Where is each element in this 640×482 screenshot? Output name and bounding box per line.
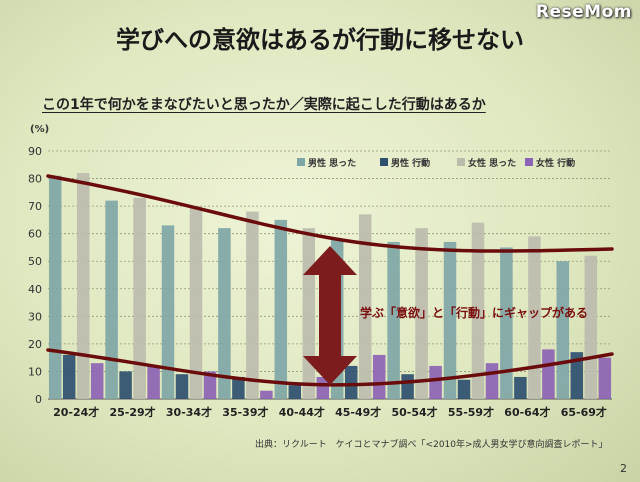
x-tick-label: 30-34才 bbox=[166, 405, 212, 419]
page-number: 2 bbox=[620, 462, 627, 475]
bar bbox=[457, 379, 471, 399]
bar bbox=[147, 365, 160, 399]
x-axis: 20-24才 25-29才 30-34才 35-39才 40-44才 45-49才 50-5… bbox=[53, 405, 607, 419]
bar bbox=[288, 385, 302, 399]
x-tick-label: 20-24才 bbox=[53, 405, 99, 419]
bar bbox=[415, 228, 428, 399]
y-tick-label: 20 bbox=[28, 338, 42, 351]
bar bbox=[500, 247, 513, 399]
legend-swatch bbox=[457, 158, 465, 166]
legend-swatch bbox=[297, 158, 305, 166]
bar bbox=[429, 365, 442, 399]
legend-label: 女性 思った bbox=[468, 157, 516, 169]
resemom-logo: ReseMom bbox=[535, 2, 632, 22]
legend-label: 男性 思った bbox=[308, 157, 356, 169]
x-tick-label: 25-29才 bbox=[110, 405, 156, 419]
y-tick-label: 80 bbox=[28, 173, 42, 186]
bar bbox=[542, 349, 555, 399]
bar bbox=[90, 363, 104, 399]
bar bbox=[471, 222, 485, 399]
bar bbox=[598, 357, 612, 399]
bar bbox=[260, 390, 273, 399]
legend-label: 女性 行動 bbox=[536, 157, 575, 169]
bar bbox=[105, 200, 118, 399]
y-tick-label: 40 bbox=[28, 283, 42, 296]
y-axis-unit: (%) bbox=[30, 124, 50, 135]
bar bbox=[344, 365, 358, 399]
bar bbox=[246, 211, 259, 399]
bar bbox=[570, 352, 584, 399]
lower-trend-curve bbox=[46, 348, 614, 387]
y-tick-label: 50 bbox=[28, 255, 42, 268]
bar bbox=[133, 197, 146, 399]
chart-title: この1年で何かをまなびたいと思ったか／実際に起こした行動はあるか bbox=[42, 97, 486, 113]
bar bbox=[387, 241, 400, 399]
x-tick-label: 40-44才 bbox=[279, 405, 325, 419]
gap-annotation: 学ぶ「意欲」と「行動」にギャップがある bbox=[360, 305, 588, 320]
legend-swatch bbox=[525, 158, 533, 166]
bar bbox=[556, 261, 570, 399]
bar bbox=[62, 354, 76, 399]
legend-label: 男性 行動 bbox=[391, 157, 430, 169]
y-tick-label: 30 bbox=[28, 310, 42, 323]
bar bbox=[485, 363, 499, 399]
legend: 男性 思った 男性 行動 女性 思った 女性 行動 bbox=[297, 157, 575, 169]
bar bbox=[175, 374, 189, 399]
bar bbox=[401, 374, 414, 399]
x-tick-label: 60-64才 bbox=[504, 405, 550, 419]
y-tick-label: 0 bbox=[35, 393, 42, 406]
x-tick-label: 55-59才 bbox=[448, 405, 494, 419]
y-tick-label: 60 bbox=[28, 228, 42, 241]
y-tick-label: 70 bbox=[28, 200, 42, 213]
x-tick-label: 35-39才 bbox=[222, 405, 268, 419]
y-tick-label: 10 bbox=[28, 365, 42, 378]
double-arrow bbox=[303, 246, 357, 385]
bars bbox=[48, 173, 612, 399]
legend-swatch bbox=[380, 158, 388, 166]
source-note: 出典：リクルート ケイコとマナブ調べ「<2010年>成人男女学び意向調査レポート… bbox=[255, 440, 608, 450]
bar bbox=[48, 175, 62, 399]
x-tick-label: 50-54才 bbox=[392, 405, 438, 419]
bar bbox=[218, 228, 231, 399]
bar bbox=[443, 241, 457, 399]
bar bbox=[189, 206, 203, 399]
annotation-overlay: 学ぶ「意欲」と「行動」にギャップがある bbox=[46, 174, 614, 387]
bar bbox=[584, 255, 598, 399]
bar bbox=[161, 225, 175, 399]
bar bbox=[203, 371, 217, 399]
bar bbox=[76, 173, 90, 399]
bar bbox=[274, 219, 288, 399]
slide-title: 学びへの意欲はあるが行動に移せない bbox=[116, 26, 524, 54]
x-tick-label: 45-49才 bbox=[335, 405, 381, 419]
upper-trend-curve bbox=[46, 174, 614, 253]
bar bbox=[316, 376, 330, 399]
bar bbox=[372, 354, 386, 399]
bar bbox=[358, 214, 372, 399]
bar bbox=[302, 228, 316, 399]
bar bbox=[232, 376, 245, 399]
bar bbox=[528, 236, 541, 399]
y-tick-label: 90 bbox=[28, 145, 42, 158]
x-tick-label: 65-69才 bbox=[561, 405, 607, 419]
bar bbox=[119, 371, 132, 399]
bar bbox=[514, 376, 527, 399]
